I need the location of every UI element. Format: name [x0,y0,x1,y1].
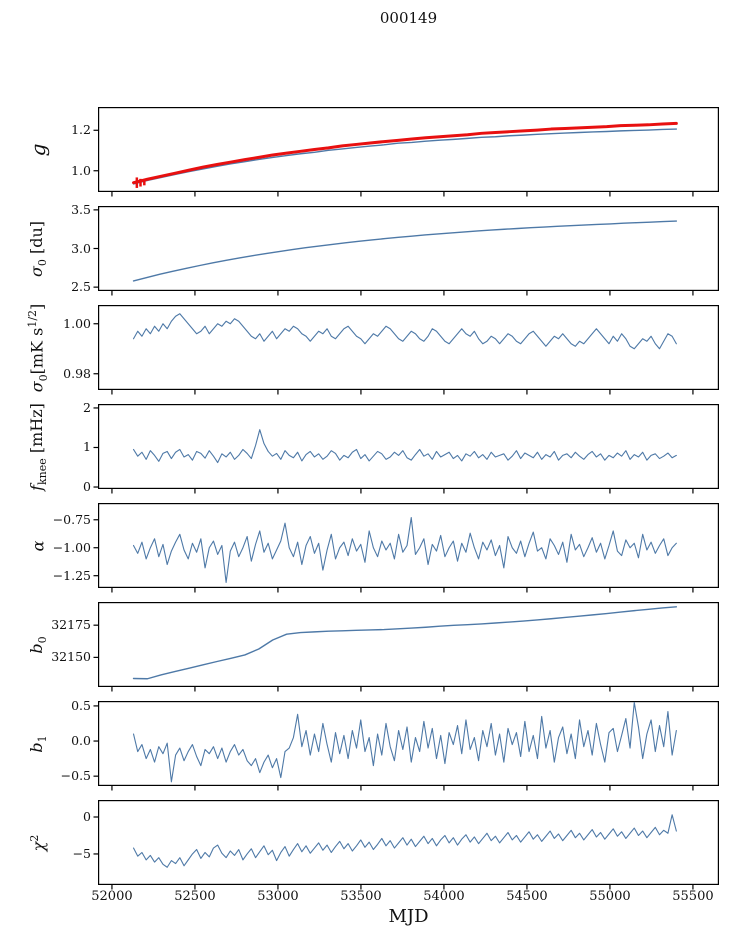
y-axis-label-part: [mK s [27,327,47,374]
y-tick-label-alpha: −0.75 [52,511,91,527]
subplot-b0 [93,602,719,692]
axes-frame [98,503,719,589]
series-sigma0-du [132,220,678,282]
subplot-sigma0-mk [93,305,719,395]
series-gain-red [132,121,678,185]
subplot-g [93,107,719,197]
y-tick-label-b0: 32150 [51,649,91,665]
y-axis-label-part: α [28,540,48,551]
y-tick-label-alpha: −1.00 [52,539,91,555]
y-axis-label-part: σ [27,380,47,392]
y-tick-label-g: 1.2 [71,122,91,138]
y-tick-label-sigma0-du: 3.5 [71,201,91,217]
y-axis-label-part: g [26,143,50,156]
y-tick-label-fknee: 0 [83,479,91,495]
subplot-chi2 [93,800,719,890]
series-fknee [132,429,677,464]
series-sigma0-mk [132,313,677,350]
y-tick-label-b0: 32175 [51,617,91,633]
y-axis-label-part: f [26,484,46,491]
series-gain-blue [132,128,678,185]
x-tick-label: 54500 [506,889,548,904]
y-tick-label-g: 1.0 [71,162,91,178]
y-tick-label-chi2: 0 [83,809,91,824]
axes-frame [98,701,719,787]
y-axis-label-part: b [26,642,46,654]
y-tick-label-sigma0-mk: 0.98 [63,365,91,381]
y-tick-label-sigma0-mk: 1.00 [63,315,91,331]
y-tick-label-sigma0-du: 3.0 [71,240,91,256]
figure-title: 000149 [379,9,438,27]
subplot-sigma0-du [93,206,719,296]
subplot-fknee [93,404,719,494]
y-axis-label-part: 0 [36,373,50,381]
x-tick-label: 53000 [257,889,299,904]
y-axis-label-part: 1/2 [26,309,40,328]
x-tick-label: 52500 [174,889,216,904]
y-axis-label-part: [du] [26,220,46,259]
y-axis-label-part: χ [29,841,49,851]
subplot-alpha [93,503,719,593]
series-b1 [132,701,677,783]
axes-frame [98,404,719,490]
y-tick-label-alpha: −1.25 [52,567,91,583]
y-tick-label-sigma0-du: 2.5 [71,279,91,295]
axes-frame [98,800,719,886]
y-axis-label-part: 0 [36,635,50,643]
x-tick-label: 52000 [91,889,133,904]
y-axis-label-part: ] [27,303,47,310]
subplot-b1 [93,701,719,791]
y-tick-label-fknee: 2 [83,399,91,415]
y-tick-label-b1: 0.5 [71,697,91,713]
series-b0 [132,606,678,680]
y-tick-label-fknee: 1 [83,439,91,455]
y-tick-label-b1: 0.0 [71,733,91,749]
x-axis-label: MJD [388,906,429,927]
y-tick-label-b1: −0.5 [60,768,91,784]
series-alpha [132,516,677,583]
y-axis-label-part: σ [26,265,46,277]
axes-frame [98,602,719,688]
y-axis-label-part: knee [36,457,50,485]
y-axis-label-part: 0 [36,258,50,266]
axes-frame [98,107,719,193]
y-axis-label-part: b [26,741,46,753]
y-axis-label-part: 2 [27,834,41,842]
series-chi2 [132,814,677,868]
x-tick-label: 54000 [423,889,465,904]
y-axis-label-part: [mHz] [26,402,46,458]
axes-frame [98,305,719,391]
x-tick-label: 55500 [672,889,714,904]
y-tick-label-chi2: −5 [72,845,91,861]
x-tick-label: 55000 [589,889,631,904]
axes-frame [98,206,719,292]
y-axis-label-part: 1 [36,734,50,742]
x-tick-label: 53500 [340,889,382,904]
